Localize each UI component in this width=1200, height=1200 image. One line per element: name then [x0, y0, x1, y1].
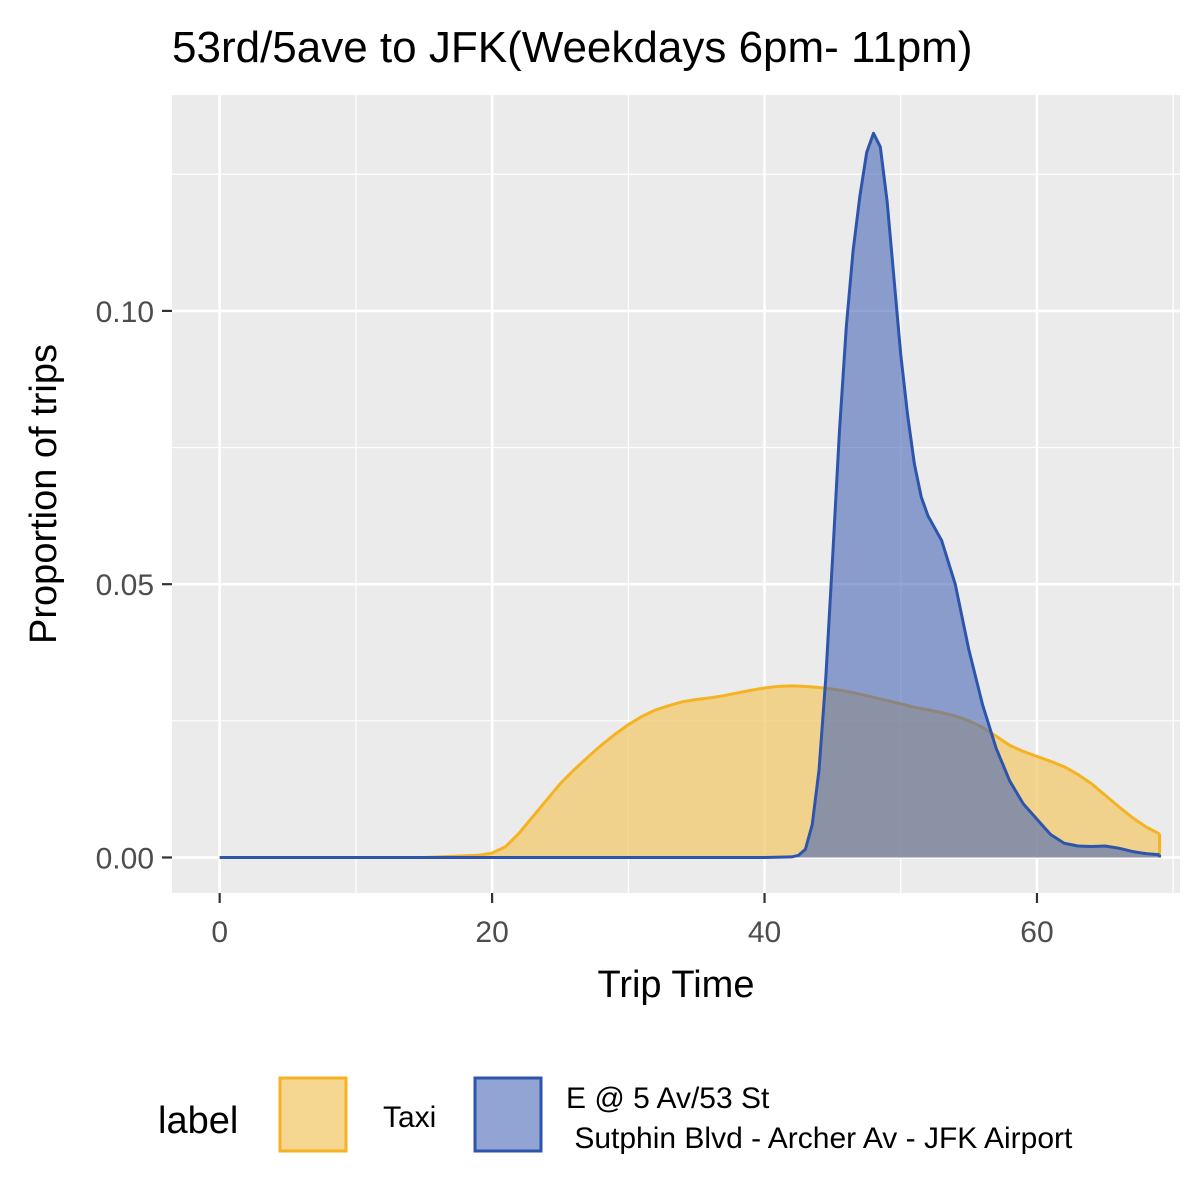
chart-title: 53rd/5ave to JFK(Weekdays 6pm- 11pm)	[172, 23, 973, 72]
legend-key-subway	[473, 1076, 543, 1153]
legend-label-subway-line-2: Sutphin Blvd - Archer Av - JFK Airport	[566, 1122, 1073, 1155]
series-line-1	[219, 131, 1160, 859]
y-tick-label: 0.05	[96, 569, 154, 602]
legend: label Taxi E @ 5 Av/53 St Sutphin Blvd -…	[158, 1076, 1073, 1155]
legend-key-taxi	[278, 1076, 348, 1153]
y-tick-label: 0.10	[96, 296, 154, 329]
x-tick-label: 20	[475, 916, 508, 949]
x-axis-title: Trip Time	[598, 964, 755, 1006]
legend-label-subway-line-1: E @ 5 Av/53 St	[566, 1082, 770, 1115]
legend-title: label	[158, 1100, 238, 1142]
x-tick-label: 0	[211, 916, 228, 949]
y-axis-title: Proportion of trips	[23, 344, 65, 644]
series-area-1	[219, 133, 1160, 858]
y-tick-label: 0.00	[96, 842, 154, 875]
x-tick-label: 40	[748, 916, 781, 949]
legend-label-taxi: Taxi	[383, 1101, 436, 1134]
series-layer	[219, 131, 1162, 859]
x-tick-label: 60	[1020, 916, 1053, 949]
y-axis: 0.00 0.05 0.10	[96, 296, 172, 875]
x-axis: 0 20 40 60	[211, 893, 1054, 949]
legend-label-subway: E @ 5 Av/53 St Sutphin Blvd - Archer Av …	[566, 1082, 1073, 1155]
series-line-0	[219, 684, 1161, 859]
